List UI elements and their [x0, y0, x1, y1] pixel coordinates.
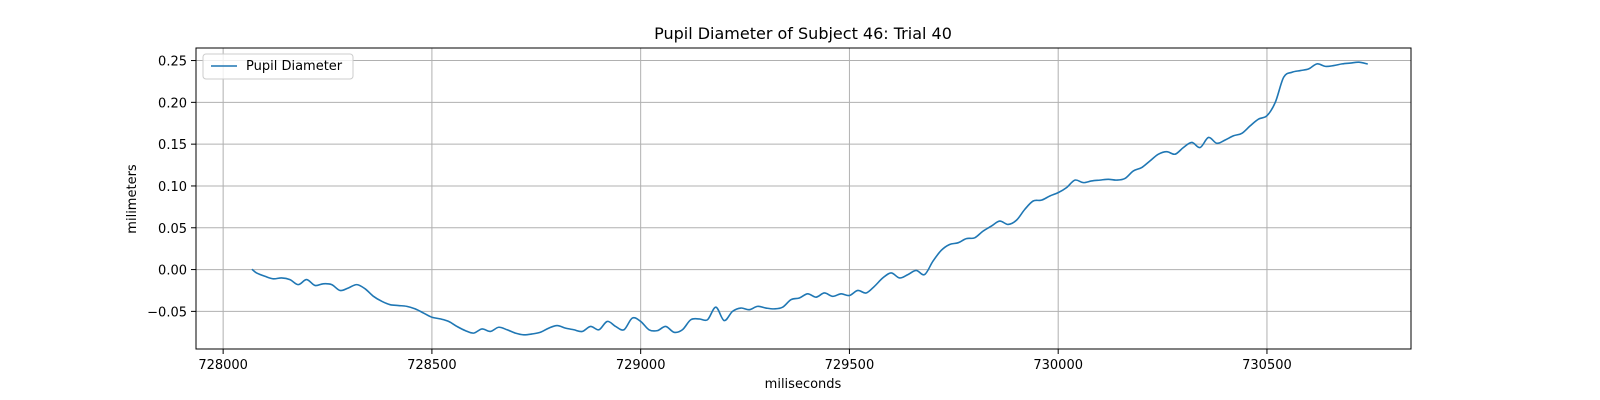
legend-box — [202, 53, 354, 80]
y-axis-label: milimeters — [125, 164, 140, 234]
y-tick-label: 0.00 — [158, 264, 187, 279]
y-tick-label: 0.20 — [158, 96, 187, 111]
x-tick-label: 728000 — [198, 358, 248, 373]
grid — [196, 48, 1411, 349]
x-tick-label: 729000 — [616, 358, 666, 373]
x-tick-label: 728500 — [407, 358, 457, 373]
series-line-pupil-diameter — [251, 61, 1368, 336]
y-tick-label: 0.25 — [158, 55, 187, 70]
x-tick-label: 729500 — [825, 358, 875, 373]
y-tick-label: 0.10 — [158, 180, 187, 195]
y-tick-label: 0.15 — [158, 138, 187, 153]
legend-label: Pupil Diameter — [246, 59, 343, 74]
x-axis-label: miliseconds — [765, 377, 842, 392]
x-tick-label: 730500 — [1242, 358, 1292, 373]
axis-ticks: 728000 728500 729000 729500 730000 730500 −0.0… — [147, 55, 1292, 373]
chart-title: Pupil Diameter of Subject 46: Trial 40 — [654, 24, 952, 43]
legend: Pupil Diameter — [202, 53, 354, 80]
y-tick-label: 0.05 — [158, 222, 187, 237]
y-tick-label: −0.05 — [147, 305, 187, 320]
x-tick-label: 730000 — [1033, 358, 1083, 373]
plot-area-frame — [195, 47, 1412, 350]
series-layer — [251, 61, 1368, 336]
